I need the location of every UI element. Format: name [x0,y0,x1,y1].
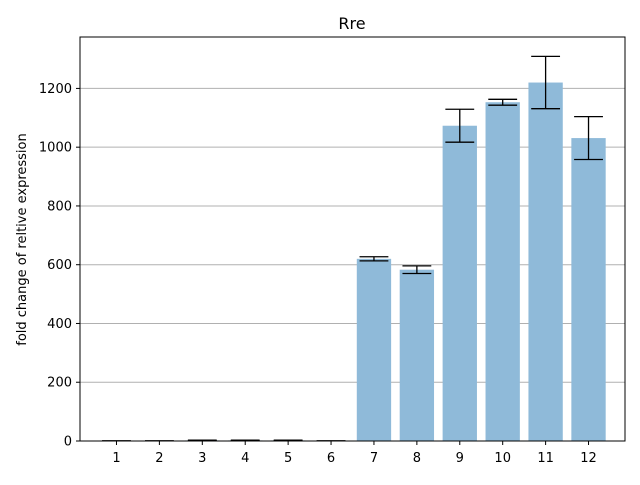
x-tick-label: 12 [580,451,597,466]
x-tick-label: 2 [155,451,163,466]
bar [486,102,520,441]
x-tick-label: 5 [284,451,292,466]
x-tick-label: 7 [370,451,378,466]
y-tick-label: 0 [64,435,72,450]
bar [443,126,477,441]
bar [400,270,434,441]
x-tick-label: 11 [537,451,554,466]
y-tick-label: 400 [47,317,72,332]
x-tick-label: 10 [494,451,511,466]
x-tick-label: 8 [413,451,421,466]
error-bars-layer [102,56,603,440]
bar [571,138,605,441]
bars-layer [99,83,605,441]
chart-title: Rre [338,14,365,33]
y-axis-ticks: 0 200 400 600 800 1000 1200 [39,82,80,450]
x-tick-label: 1 [112,451,120,466]
x-tick-label: 4 [241,451,249,466]
y-tick-label: 1000 [39,141,72,156]
bar [357,259,391,441]
y-tick-label: 200 [47,376,72,391]
y-tick-label: 800 [47,199,72,214]
y-axis-label: fold change of reltive expression [15,133,30,346]
y-tick-label: 1200 [39,82,72,97]
x-tick-label: 6 [327,451,335,466]
x-tick-label: 9 [456,451,464,466]
bar [528,83,562,441]
y-tick-label: 600 [47,258,72,273]
x-tick-label: 3 [198,451,206,466]
